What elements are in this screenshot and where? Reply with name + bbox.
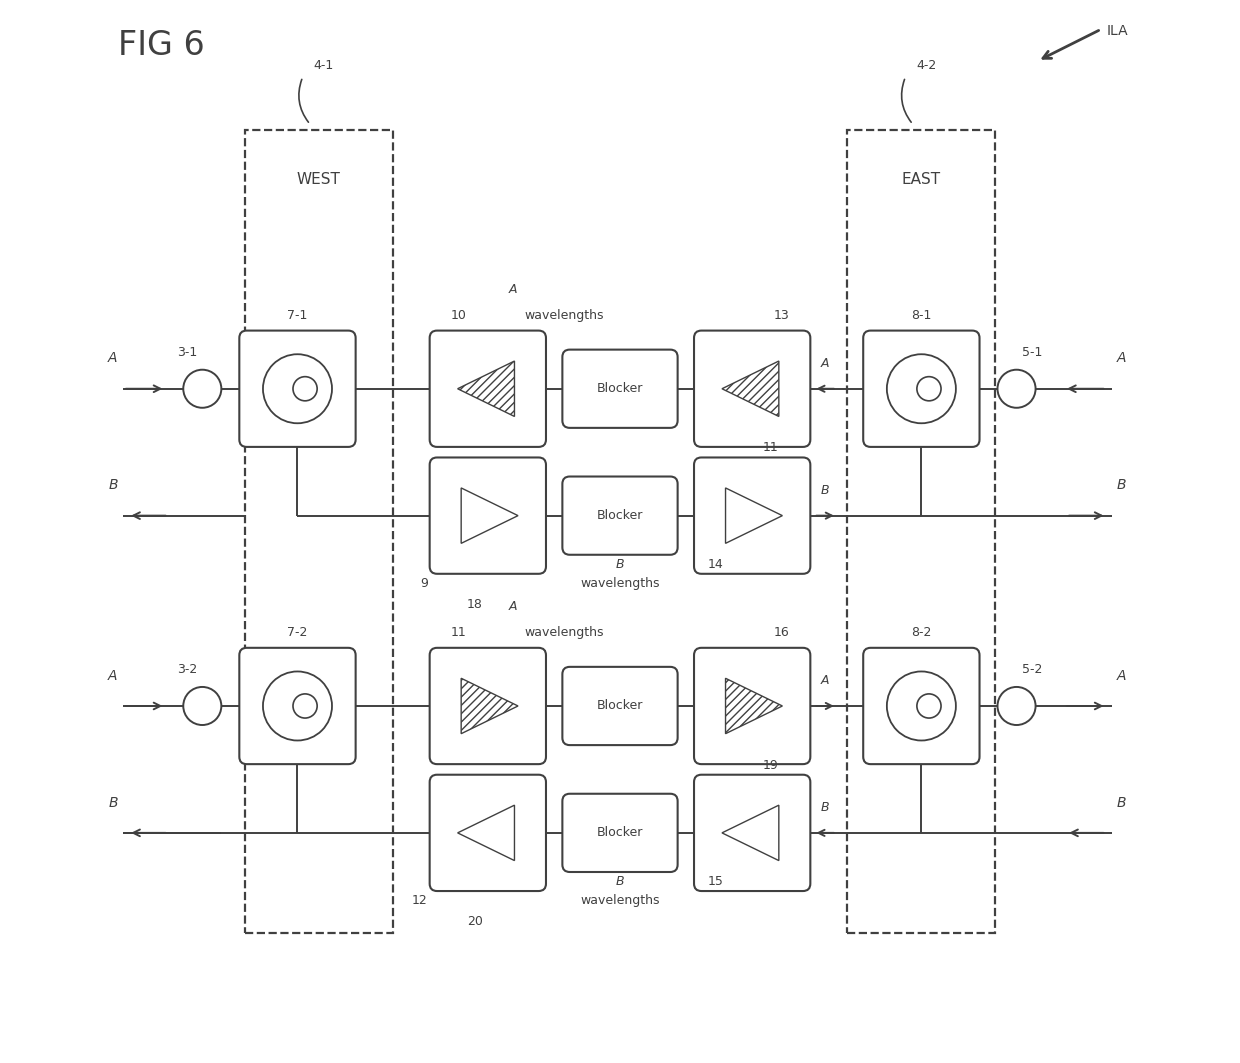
Text: Blocker: Blocker (596, 826, 644, 840)
FancyBboxPatch shape (563, 667, 677, 745)
Circle shape (263, 354, 332, 423)
Text: Blocker: Blocker (596, 509, 644, 522)
Text: 4-2: 4-2 (916, 58, 936, 71)
Text: 5-1: 5-1 (1022, 347, 1042, 359)
FancyBboxPatch shape (563, 350, 677, 428)
Text: B: B (1117, 478, 1126, 492)
Text: 7-1: 7-1 (286, 309, 308, 322)
Text: 19: 19 (763, 759, 779, 772)
Text: wavelengths: wavelengths (580, 894, 660, 907)
Polygon shape (722, 805, 779, 861)
Polygon shape (458, 361, 515, 417)
Circle shape (293, 694, 317, 719)
Polygon shape (722, 361, 779, 417)
Polygon shape (725, 488, 782, 543)
Text: 20: 20 (466, 915, 482, 928)
FancyBboxPatch shape (429, 331, 546, 446)
Text: B: B (108, 795, 118, 810)
Circle shape (916, 694, 941, 719)
Circle shape (293, 376, 317, 401)
Text: 13: 13 (774, 309, 789, 322)
FancyBboxPatch shape (694, 775, 810, 891)
Text: wavelengths: wavelengths (580, 577, 660, 590)
Text: 7-2: 7-2 (286, 626, 308, 639)
Circle shape (184, 687, 222, 725)
Polygon shape (461, 488, 518, 543)
Text: B: B (616, 875, 624, 889)
Text: B: B (1117, 795, 1126, 810)
Circle shape (184, 370, 222, 408)
Text: A: A (821, 674, 830, 687)
Text: ILA: ILA (1106, 24, 1128, 38)
Polygon shape (461, 678, 518, 733)
FancyBboxPatch shape (863, 331, 980, 446)
Text: wavelengths: wavelengths (525, 626, 604, 639)
FancyBboxPatch shape (239, 647, 356, 764)
Text: A: A (108, 352, 118, 366)
Text: 5-2: 5-2 (1022, 663, 1042, 676)
Text: FIG 6: FIG 6 (118, 29, 205, 63)
FancyBboxPatch shape (429, 457, 546, 574)
Text: 16: 16 (774, 626, 789, 639)
FancyBboxPatch shape (694, 457, 810, 574)
Text: 14: 14 (707, 558, 723, 571)
Text: 11: 11 (451, 626, 466, 639)
Text: 12: 12 (412, 894, 427, 907)
FancyBboxPatch shape (239, 331, 356, 446)
Text: B: B (821, 800, 830, 814)
Polygon shape (725, 678, 782, 733)
Text: A: A (1117, 669, 1126, 682)
Text: B: B (108, 478, 118, 492)
FancyBboxPatch shape (694, 331, 810, 446)
Circle shape (887, 672, 956, 741)
Polygon shape (458, 805, 515, 861)
FancyBboxPatch shape (694, 647, 810, 764)
Text: B: B (616, 558, 624, 571)
FancyBboxPatch shape (429, 647, 546, 764)
Text: Blocker: Blocker (596, 699, 644, 712)
Text: wavelengths: wavelengths (525, 309, 604, 322)
Circle shape (916, 376, 941, 401)
Text: 18: 18 (466, 598, 482, 611)
FancyBboxPatch shape (863, 647, 980, 764)
Text: 3-2: 3-2 (177, 663, 197, 676)
Text: A: A (508, 283, 517, 296)
Text: B: B (821, 484, 830, 496)
Text: 8-1: 8-1 (911, 309, 931, 322)
Text: Blocker: Blocker (596, 383, 644, 395)
Text: 15: 15 (707, 875, 723, 889)
Text: WEST: WEST (296, 172, 341, 187)
Text: 10: 10 (451, 309, 466, 322)
Circle shape (997, 687, 1035, 725)
Text: A: A (821, 357, 830, 370)
Text: 11: 11 (763, 441, 779, 454)
Circle shape (997, 370, 1035, 408)
Text: EAST: EAST (901, 172, 941, 187)
Text: 8-2: 8-2 (911, 626, 931, 639)
Circle shape (887, 354, 956, 423)
FancyBboxPatch shape (429, 775, 546, 891)
Circle shape (263, 672, 332, 741)
FancyBboxPatch shape (563, 476, 677, 555)
Text: 9: 9 (420, 577, 428, 590)
Text: A: A (108, 669, 118, 682)
Text: 3-1: 3-1 (177, 347, 197, 359)
Text: A: A (508, 600, 517, 613)
Text: A: A (1117, 352, 1126, 366)
FancyBboxPatch shape (563, 794, 677, 872)
Text: 4-1: 4-1 (314, 58, 334, 71)
